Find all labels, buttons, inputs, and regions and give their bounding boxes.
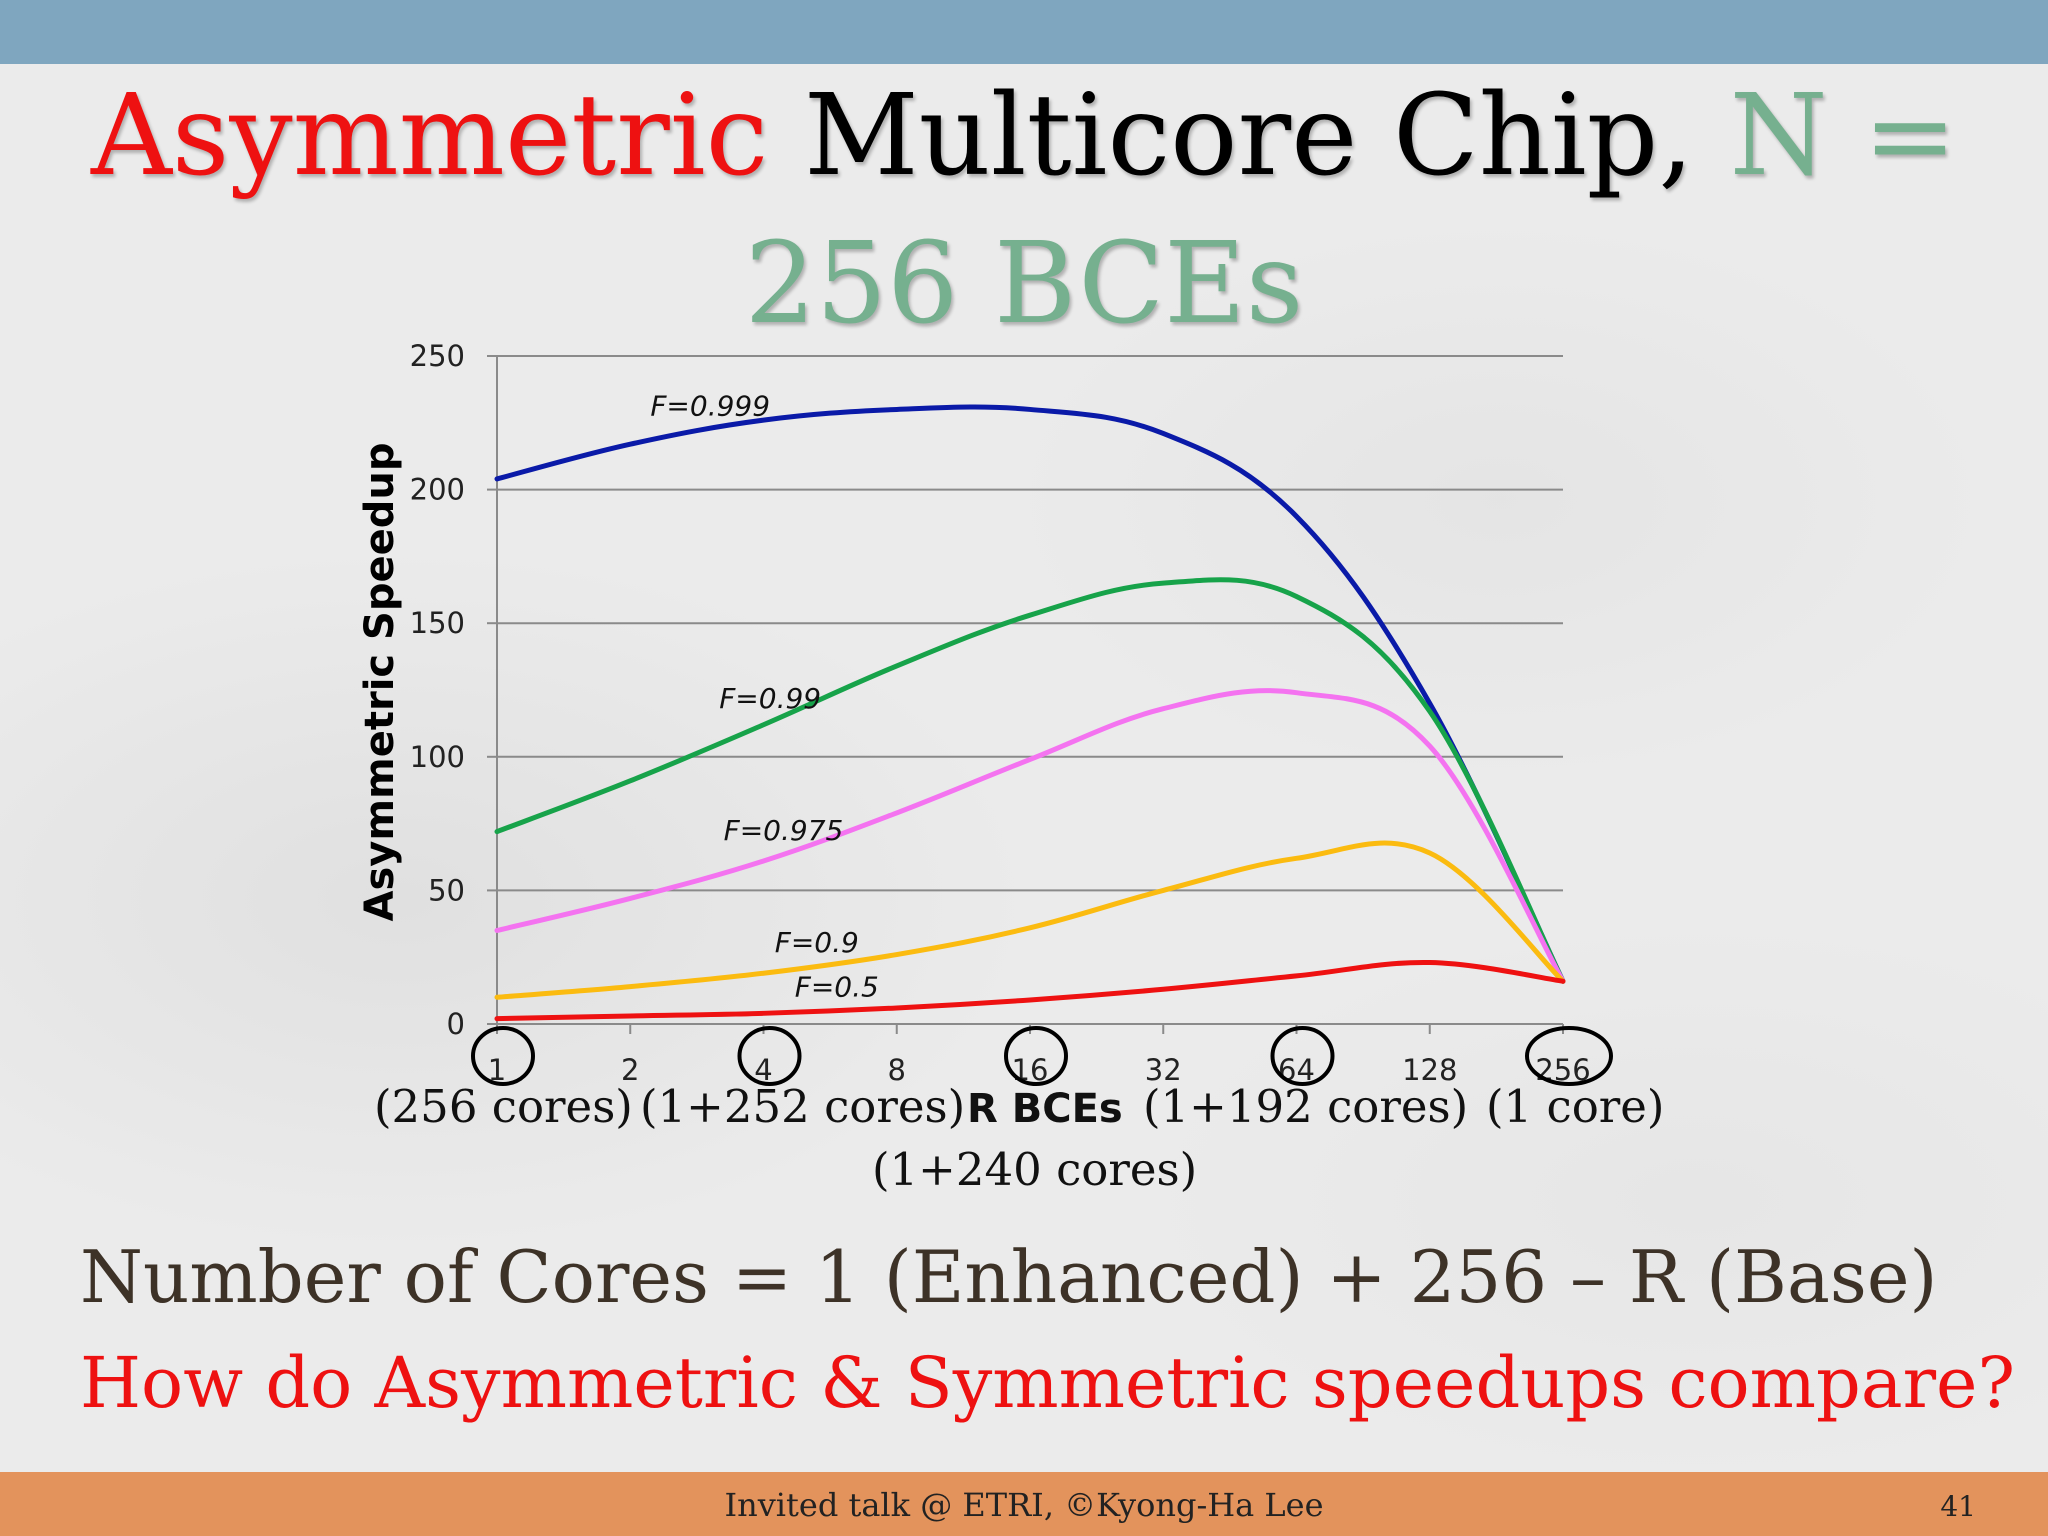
series-labels: F=0.999 F=0.99 F=0.975 F=0.9 F=0.5: [650, 390, 879, 1004]
title-256-bces: 256 BCEs: [744, 219, 1304, 349]
y-tick-label: 100: [410, 740, 465, 774]
core-label-1-240: (1+240 cores): [872, 1143, 1198, 1196]
x-tick-label: 32: [1145, 1053, 1182, 1087]
x-tick-labels: 1 2 4 8 16 32 64 128 256: [488, 1024, 1591, 1087]
title-n-equals: N =: [1729, 71, 1958, 201]
series-label: F=0.975: [724, 814, 844, 847]
series-label: F=0.9: [775, 926, 859, 959]
x-tick-label: 128: [1402, 1053, 1457, 1087]
tick-circle: [1525, 1026, 1613, 1086]
tick-circle: [737, 1026, 802, 1086]
series-line-F-0-5: [494, 960, 1566, 1022]
core-label-256: (256 cores): [374, 1080, 633, 1133]
x-tick-label: 2: [621, 1053, 639, 1087]
x-tick-label: 4: [754, 1053, 772, 1087]
core-label-1: (1 core): [1486, 1080, 1665, 1133]
comparison-question: How do Asymmetric & Symmetric speedups c…: [80, 1342, 2016, 1424]
y-tick-label: 250: [410, 339, 465, 373]
chart-series: [494, 404, 1566, 1022]
y-tick-labels: 0 50 100 150 200 250: [410, 339, 465, 1041]
y-tick-label: 200: [410, 473, 465, 507]
series-label: F=0.999: [650, 390, 770, 423]
slide-title: Asymmetric Multicore Chip, N = 256 BCEs: [0, 62, 2048, 358]
y-tick-label: 0: [447, 1007, 465, 1041]
cores-equation: Number of Cores = 1 (Enhanced) + 256 – R…: [80, 1235, 1938, 1319]
chart-gridlines: [487, 355, 1563, 1025]
y-axis-label: Asymmetric Speedup: [357, 443, 403, 922]
series-line-F-0-975: [494, 688, 1566, 984]
x-tick-label: 16: [1012, 1053, 1049, 1087]
x-tick-label: 1: [488, 1053, 506, 1087]
tick-circle: [1270, 1026, 1335, 1086]
series-line-F-0-999: [494, 404, 1566, 984]
series-label: F=0.99: [719, 682, 821, 715]
series-line-F-0-99: [494, 577, 1566, 984]
series-line-F-0-9: [494, 840, 1566, 1000]
footer-bar: Invited talk @ ETRI, ©Kyong-Ha Lee 41: [0, 1472, 2048, 1536]
chart-axes: [496, 356, 1563, 1025]
x-tick-label: 64: [1278, 1053, 1315, 1087]
x-tick-circles: [471, 1026, 1613, 1086]
y-tick-label: 50: [428, 873, 465, 907]
core-label-1-192: (1+192 cores): [1143, 1080, 1469, 1133]
top-bar: [0, 0, 2048, 64]
tick-circle: [471, 1026, 535, 1086]
y-tick-label: 150: [410, 606, 465, 640]
x-axis-label: R BCEs: [967, 1086, 1123, 1132]
title-multicore-chip: Multicore Chip,: [768, 71, 1730, 201]
footer-credit: Invited talk @ ETRI, ©Kyong-Ha Lee: [724, 1486, 1324, 1524]
title-asymmetric: Asymmetric: [90, 71, 769, 201]
x-tick-label: 8: [888, 1053, 906, 1087]
core-label-1-252: (1+252 cores): [640, 1080, 966, 1133]
slide-number: 41: [1940, 1490, 1976, 1523]
tick-circle: [1004, 1026, 1068, 1086]
series-label: F=0.5: [795, 970, 879, 1003]
